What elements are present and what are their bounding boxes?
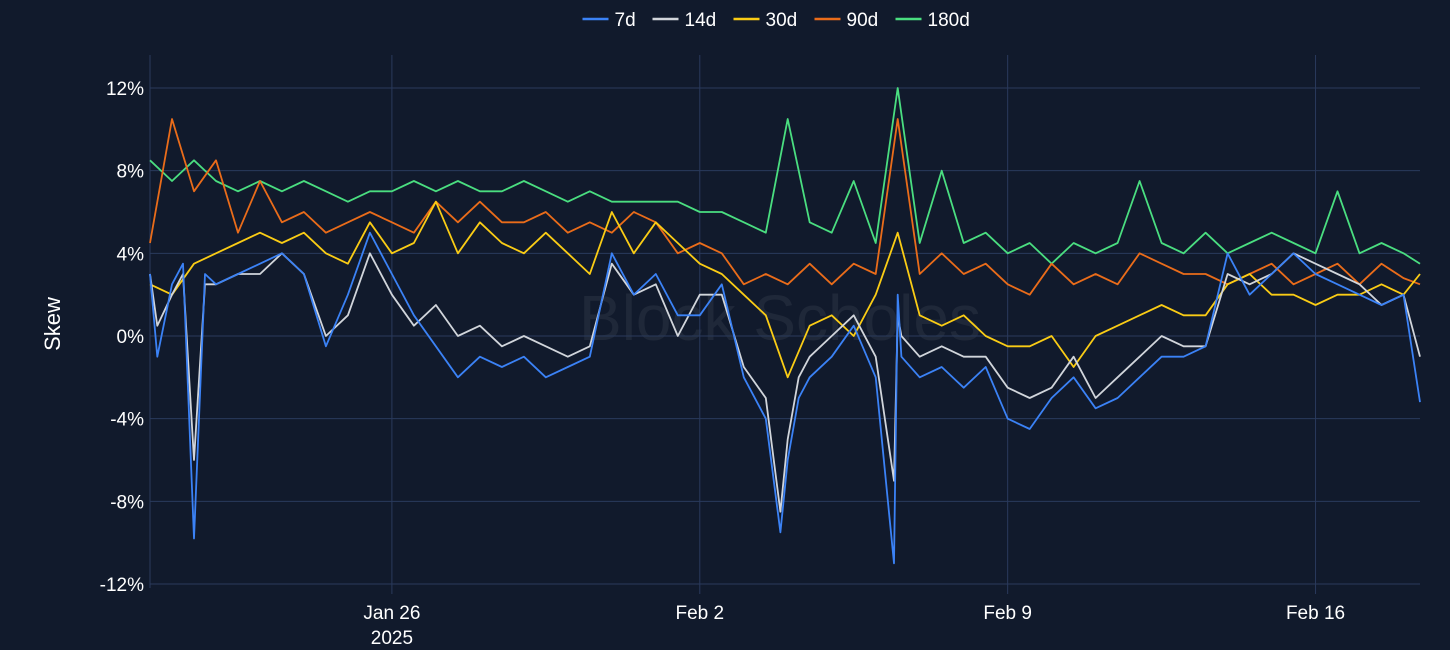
y-tick-label: -8% bbox=[110, 492, 144, 513]
y-tick-label: 4% bbox=[117, 244, 145, 265]
y-tick-label: -12% bbox=[100, 575, 144, 596]
legend-label: 180d bbox=[928, 10, 970, 31]
legend-label: 30d bbox=[766, 10, 798, 31]
legend-item-30d[interactable]: 30d bbox=[733, 10, 798, 31]
y-tick-label: -4% bbox=[110, 410, 144, 431]
y-axis-title: Skew bbox=[40, 297, 65, 351]
x-tick-sublabel: 2025 bbox=[371, 628, 413, 649]
legend-item-180d[interactable]: 180d bbox=[895, 10, 970, 31]
x-tick-label: Feb 16 bbox=[1286, 603, 1345, 624]
legend-item-14d[interactable]: 14d bbox=[652, 10, 717, 31]
y-tick-label: 12% bbox=[106, 79, 144, 100]
series-line-30d bbox=[149, 200, 1421, 379]
x-tick-label: Jan 26 bbox=[363, 603, 420, 624]
x-axis-ticks: Jan 26 2025 Feb 2 Feb 9 Feb 16 bbox=[363, 603, 1345, 649]
series-lines bbox=[149, 87, 1421, 565]
legend-item-90d[interactable]: 90d bbox=[814, 10, 879, 31]
x-tick-label: Feb 2 bbox=[675, 603, 724, 624]
series-line-7d bbox=[149, 231, 1421, 565]
legend-label: 7d bbox=[615, 10, 636, 31]
legend-label: 14d bbox=[685, 10, 717, 31]
series-line-14d bbox=[149, 252, 1421, 513]
y-axis-ticks: 12% 8% 4% 0% -4% -8% -12% bbox=[100, 79, 144, 596]
series-line-180d bbox=[149, 87, 1421, 265]
series-line-90d bbox=[149, 118, 1421, 296]
x-tick-label: Feb 9 bbox=[983, 603, 1032, 624]
y-tick-label: 0% bbox=[117, 327, 145, 348]
legend: 7d 14d 30d 90d 180d bbox=[582, 10, 970, 31]
legend-item-7d[interactable]: 7d bbox=[582, 10, 636, 31]
legend-label: 90d bbox=[847, 10, 879, 31]
y-tick-label: 8% bbox=[117, 162, 145, 183]
